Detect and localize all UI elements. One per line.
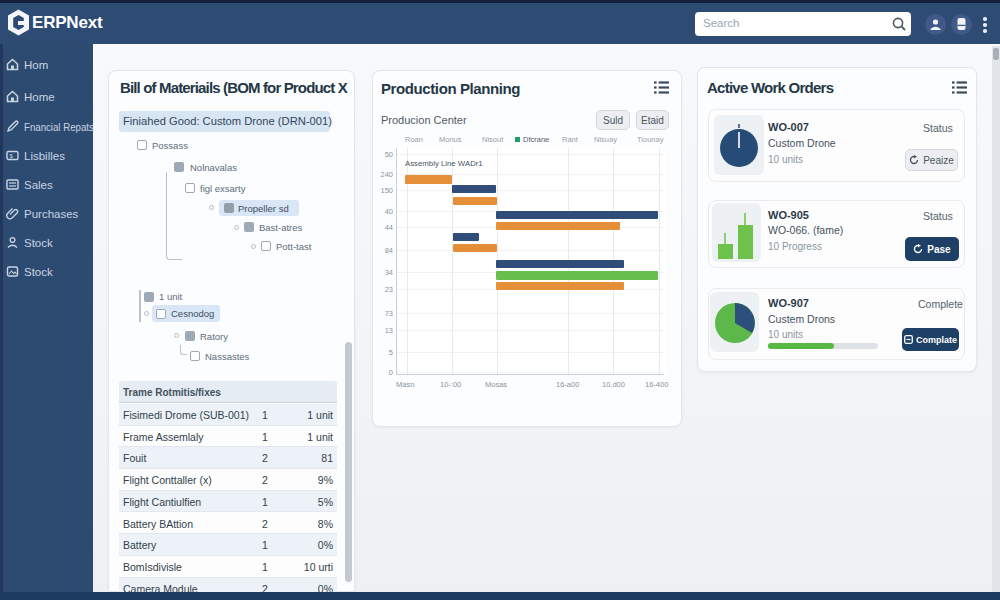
svg-text:$: $ [10, 153, 14, 159]
